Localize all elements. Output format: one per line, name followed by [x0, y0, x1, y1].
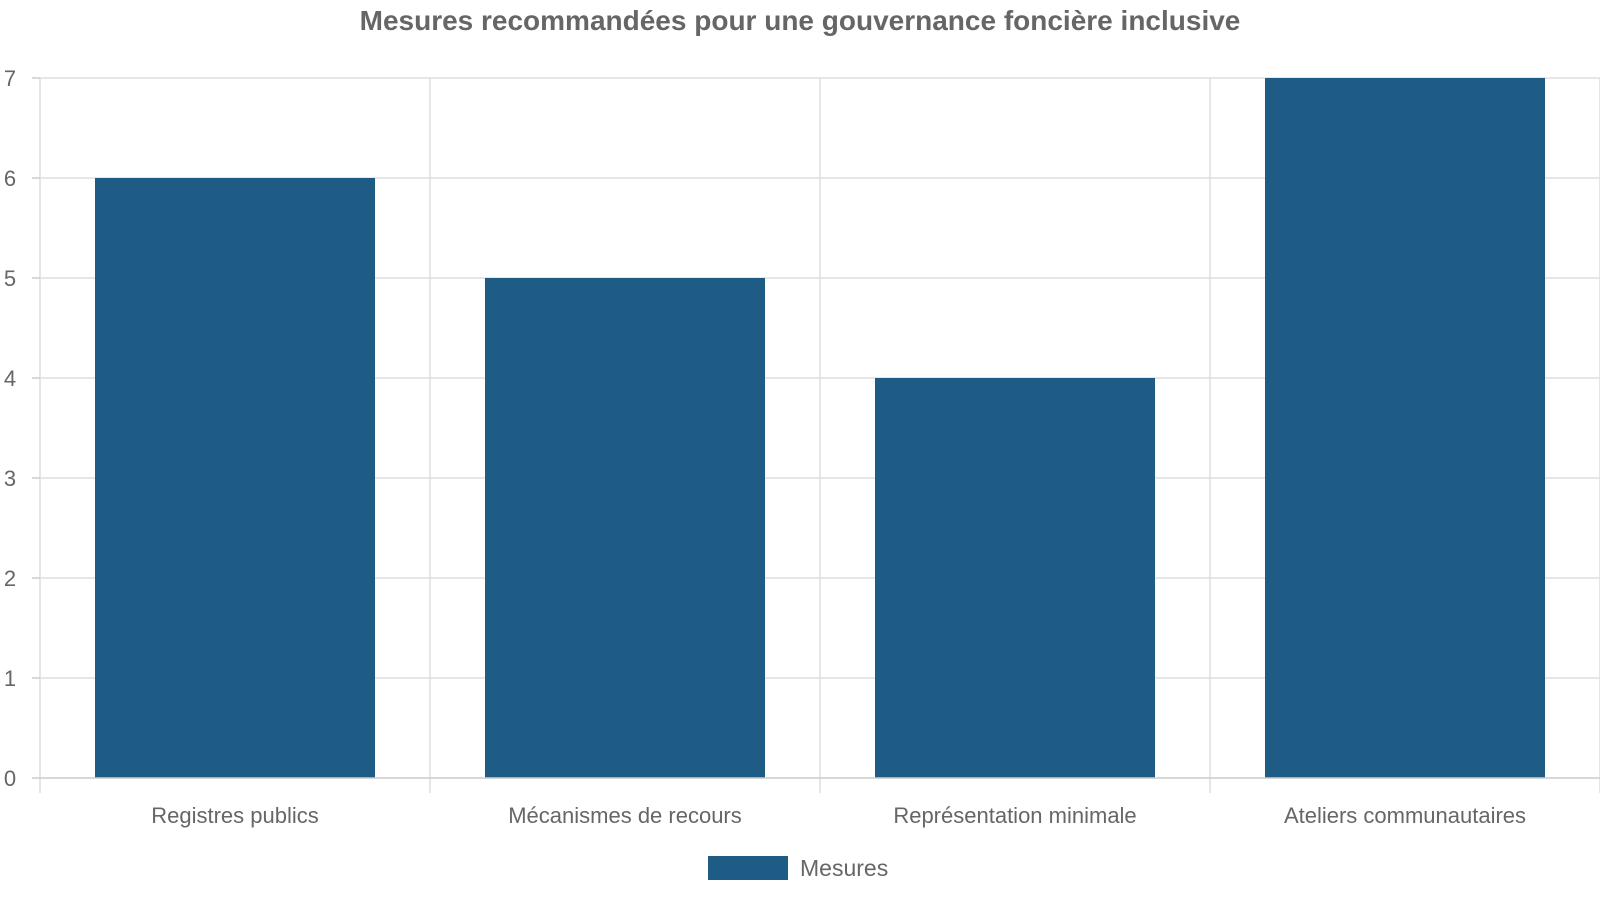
axis-layer: 0 1 2 3 4 5 6 7 Registres publics Mécanismes de r… — [4, 66, 1600, 828]
legend[interactable]: Mesures — [708, 855, 888, 881]
x-tick-label: Registres publics — [151, 803, 319, 828]
bar[interactable] — [1265, 78, 1545, 778]
y-tick-label: 1 — [4, 666, 16, 691]
bar[interactable] — [875, 378, 1155, 778]
y-tick-label: 4 — [4, 366, 16, 391]
y-tick-label: 0 — [4, 766, 16, 791]
y-tick-label: 2 — [4, 566, 16, 591]
y-tick-label: 6 — [4, 166, 16, 191]
chart-title: Mesures recommandées pour une gouvernanc… — [360, 5, 1241, 36]
bars-layer — [95, 78, 1545, 778]
x-tick-label: Représentation minimale — [893, 803, 1136, 828]
y-tick-label: 3 — [4, 466, 16, 491]
y-tick-label: 7 — [4, 66, 16, 91]
bar[interactable] — [485, 278, 765, 778]
legend-label-mesures[interactable]: Mesures — [800, 855, 888, 881]
y-tick-label: 5 — [4, 266, 16, 291]
x-tick-label: Mécanismes de recours — [508, 803, 742, 828]
x-tick-label: Ateliers communautaires — [1284, 803, 1526, 828]
legend-swatch-mesures[interactable] — [708, 856, 788, 880]
bar[interactable] — [95, 178, 375, 778]
